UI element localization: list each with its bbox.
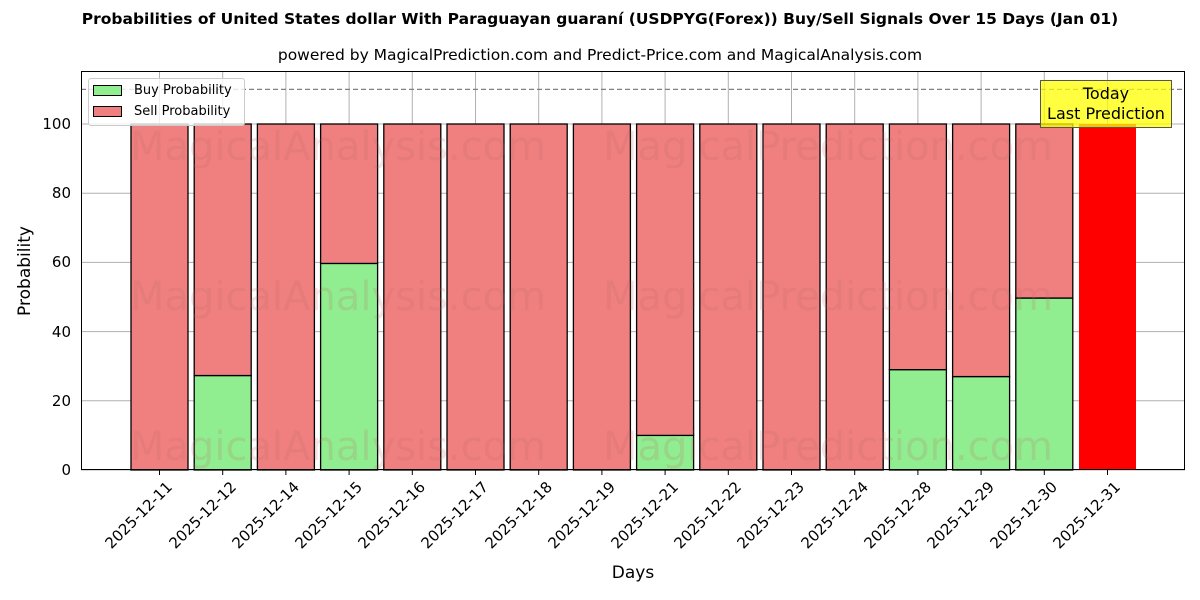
bar-sell [699,123,758,471]
chart-subtitle: powered by MagicalPrediction.com and Pre… [277,46,923,64]
legend-item-sell: Sell Probability [93,104,230,119]
today-annotation: Today Last Prediction [1040,80,1172,128]
legend: Buy Probability Sell Probability [88,78,245,126]
bar-sell [446,123,505,471]
y-tick-label: 80 [51,184,71,203]
bars [130,123,1136,475]
sell-swatch-icon [93,106,122,117]
bar-sell [635,123,695,437]
annotation-line2: Last Prediction [1047,104,1165,123]
y-tick-label: 60 [51,253,71,272]
plot-frame [81,71,1185,470]
bar-sell [825,123,884,471]
buy-swatch-icon [93,85,122,96]
bar-sell [951,123,1011,378]
y-tick-label: 0 [61,461,71,479]
bar-sell [256,123,316,471]
bar-sell-today [1079,124,1136,470]
bar-sell [1015,123,1074,299]
x-axis-label: Days [611,563,655,583]
bar-buy [1015,297,1074,471]
bar-sell [193,123,252,377]
annotation-line1: Today [1082,84,1130,103]
bar-sell [762,123,821,471]
bar-sell [572,123,632,471]
chart-title: Probabilities of United States dollar Wi… [81,10,1119,28]
y-tick-label: 20 [51,391,71,410]
legend-label-buy: Buy Probability [134,83,232,98]
y-tick-label: 100 [42,115,71,133]
bar-buy [951,375,1011,471]
bar-sell [509,123,568,471]
legend-item-buy: Buy Probability [93,83,232,98]
bar-sell [130,123,189,471]
legend-label-sell: Sell Probability [134,104,231,119]
bar-buy [888,369,948,471]
bar-sell [319,123,379,265]
bar-sell [888,123,948,371]
bar-sell [383,123,442,471]
y-tick-label: 40 [51,322,71,341]
bar-buy [635,434,695,471]
